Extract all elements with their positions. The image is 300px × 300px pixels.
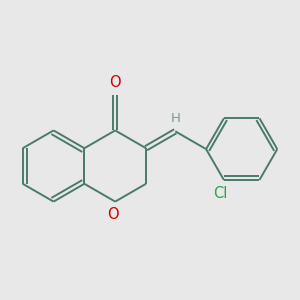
Text: H: H [170,112,180,125]
Text: O: O [110,74,121,89]
Text: O: O [108,207,119,222]
Text: Cl: Cl [213,186,227,201]
